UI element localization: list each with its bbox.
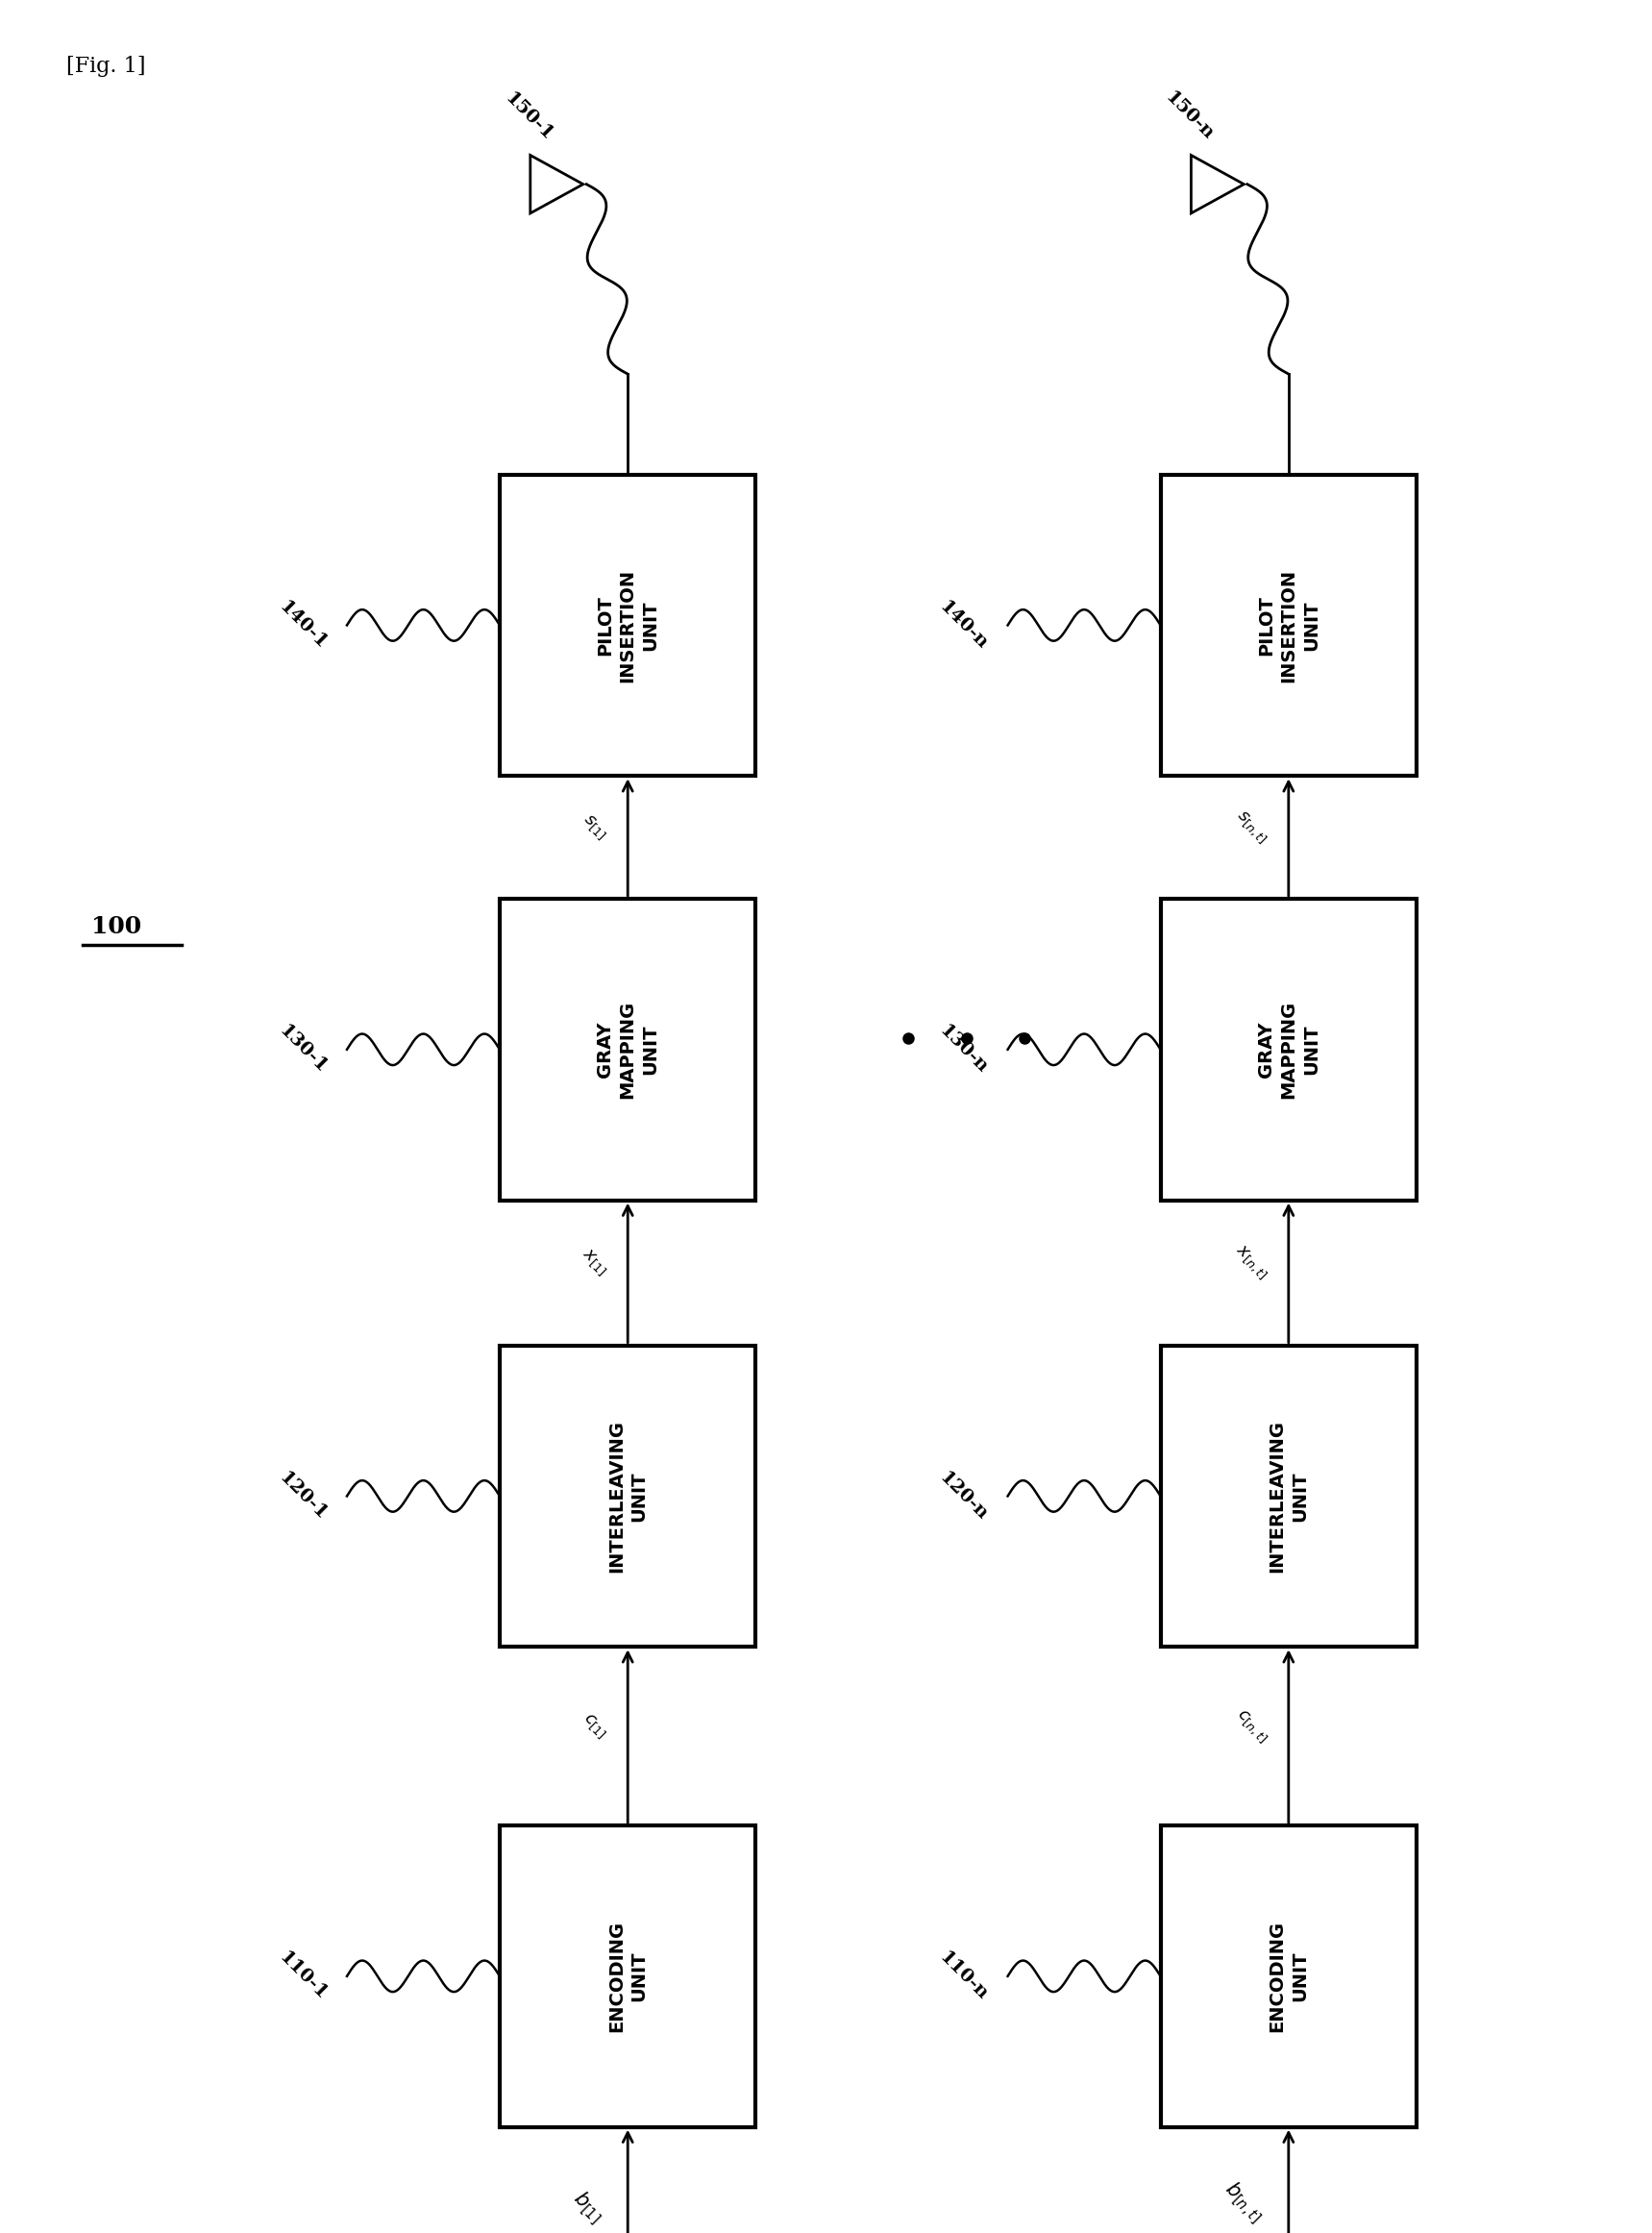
Text: PILOT
INSERTION
UNIT: PILOT INSERTION UNIT [596, 569, 659, 681]
Text: $x_{[1]}$: $x_{[1]}$ [578, 1246, 611, 1277]
Text: 150-n: 150-n [1161, 89, 1218, 145]
Bar [1160, 476, 1417, 777]
Polygon shape [1191, 156, 1244, 214]
Text: GRAY
MAPPING
UNIT: GRAY MAPPING UNIT [596, 1000, 659, 1099]
Text: 130-n: 130-n [937, 1023, 991, 1076]
Text: $s_{[1]}$: $s_{[1]}$ [580, 811, 611, 842]
Bar [501, 1344, 757, 1648]
Text: 120-n: 120-n [937, 1469, 991, 1523]
Text: ENCODING
UNIT: ENCODING UNIT [608, 1920, 648, 2032]
Bar [1160, 1344, 1417, 1648]
Text: 130-1: 130-1 [276, 1023, 330, 1076]
Text: $c_{[1]}$: $c_{[1]}$ [580, 1708, 611, 1742]
Text: $x_{[n,t]}$: $x_{[n,t]}$ [1232, 1242, 1272, 1282]
Text: [Fig. 1]: [Fig. 1] [66, 56, 145, 76]
Text: 110-1: 110-1 [276, 1949, 330, 2003]
Text: 110-n: 110-n [937, 1949, 991, 2003]
Polygon shape [530, 156, 583, 214]
Text: PILOT
INSERTION
UNIT: PILOT INSERTION UNIT [1257, 569, 1320, 681]
Bar [501, 898, 757, 1201]
Text: $b_{[n,t]}$: $b_{[n,t]}$ [1219, 2177, 1269, 2229]
Text: INTERLEAVING
UNIT: INTERLEAVING UNIT [608, 1420, 648, 1572]
Text: 120-1: 120-1 [276, 1469, 330, 1523]
Bar [501, 1827, 757, 2126]
Bar [1160, 1827, 1417, 2126]
Text: 140-1: 140-1 [276, 598, 330, 652]
Text: $b_{[1]}$: $b_{[1]}$ [567, 2186, 608, 2229]
Text: ENCODING
UNIT: ENCODING UNIT [1269, 1920, 1308, 2032]
Text: GRAY
MAPPING
UNIT: GRAY MAPPING UNIT [1257, 1000, 1320, 1099]
Text: 100: 100 [91, 916, 140, 938]
Text: 150-1: 150-1 [501, 89, 557, 145]
Text: INTERLEAVING
UNIT: INTERLEAVING UNIT [1269, 1420, 1308, 1572]
Bar [1160, 898, 1417, 1201]
Bar [501, 476, 757, 777]
Text: $c_{[n,t]}$: $c_{[n,t]}$ [1232, 1706, 1272, 1744]
Text: 140-n: 140-n [937, 598, 991, 652]
Text: $s_{[n,t]}$: $s_{[n,t]}$ [1232, 806, 1272, 846]
